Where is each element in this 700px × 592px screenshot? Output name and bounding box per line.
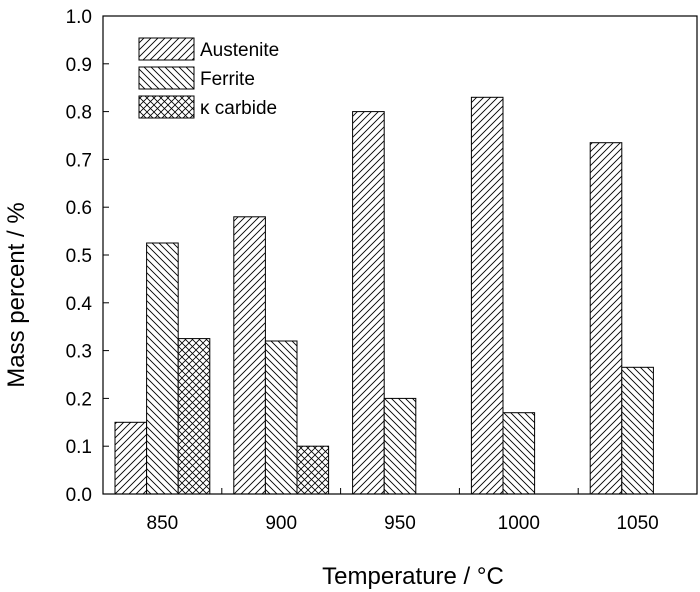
y-tick-label: 0.6 [66,198,92,219]
y-tick-label: 0.5 [66,246,92,267]
bar-austenite-950 [352,111,385,495]
y-tick-label: 0.7 [66,150,92,171]
y-tick-label: 0.0 [66,485,92,506]
x-tick-label: 950 [384,513,416,534]
x-axis-title: Temperature / °C [322,563,504,590]
y-tick-label: 0.8 [66,103,92,124]
legend: Austenite Ferrite κ carbide [138,37,279,119]
y-axis-title: Mass percent / % [3,202,30,387]
legend-swatch [138,66,195,90]
x-tick-label: 1000 [498,513,540,534]
y-tick-label: 0.4 [66,294,93,315]
legend-label: Ferrite [200,69,255,90]
y-tick-label: 0.1 [66,437,92,458]
bar-austenite-1000 [470,96,504,495]
x-tick-label: 850 [147,513,179,534]
bars-group [114,96,654,495]
bar-austenite-1050 [589,142,623,495]
x-tick-label: 900 [265,513,297,534]
y-tick-label: 0.9 [66,55,92,76]
bar-ferrite-1050 [621,366,654,495]
bar-austenite-900 [233,216,266,495]
legend-label: Austenite [200,40,279,61]
bar-ferrite-950 [383,397,417,495]
bar-ferrite-850 [146,242,179,495]
y-tick-label: 0.2 [66,389,92,410]
legend-swatch [138,95,195,119]
x-tick-label: 1050 [616,513,658,534]
legend-label: κ carbide [200,98,277,119]
y-tick-label: 1.0 [66,7,92,28]
bar-ferrite-900 [264,340,298,495]
legend-swatch [138,37,195,61]
bar-carbide-900 [296,445,330,495]
bar-ferrite-1000 [502,412,536,495]
bar-austenite-850 [114,421,148,495]
axes-group: 0.0 0.1 0.2 0.3 0.4 0.5 0.6 0.7 0.8 0.9 1.0 850 900 9… [66,7,698,534]
bar-carbide-850 [177,338,211,495]
y-tick-label: 0.3 [66,342,92,363]
